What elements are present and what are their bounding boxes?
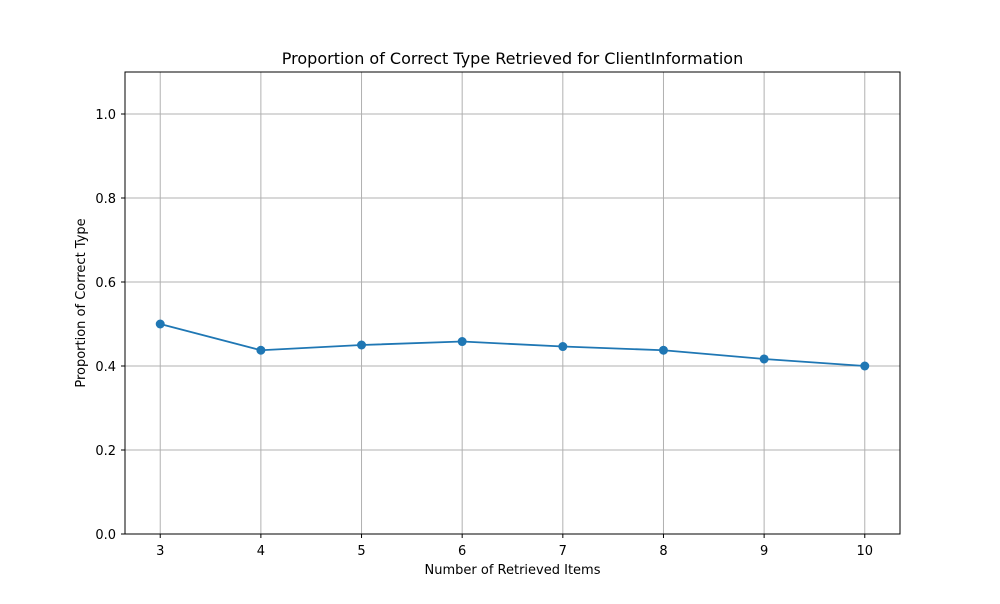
series-line xyxy=(159,323,866,367)
series-layer xyxy=(155,319,870,371)
x-tick-label: 4 xyxy=(257,544,265,559)
y-tick-label: 0.4 xyxy=(95,360,116,375)
x-tick-label: 6 xyxy=(458,544,466,559)
data-point xyxy=(256,345,266,355)
y-axis-ticks: 0.0 0.2 0.4 0.6 0.8 1.0 xyxy=(95,108,125,543)
data-point xyxy=(457,337,467,347)
data-point xyxy=(558,342,568,352)
plot-frame xyxy=(124,71,901,535)
y-tick-label: 0.6 xyxy=(95,276,116,291)
data-point xyxy=(357,340,367,350)
y-tick-label: 1.0 xyxy=(95,108,116,123)
data-point xyxy=(658,345,668,355)
chart-title: Proportion of Correct Type Retrieved for… xyxy=(282,49,743,68)
x-tick-label: 8 xyxy=(659,544,667,559)
x-tick-label: 5 xyxy=(357,544,365,559)
y-tick-label: 0.2 xyxy=(95,444,116,459)
y-axis-label: Proportion of Correct Type xyxy=(74,218,89,387)
x-tick-label: 9 xyxy=(760,544,768,559)
x-tick-label: 3 xyxy=(156,544,164,559)
data-point xyxy=(860,361,870,371)
y-tick-label: 0.0 xyxy=(95,528,116,543)
vertical-gridlines xyxy=(159,72,866,534)
x-axis-ticks: 3 4 5 6 7 8 9 10 xyxy=(156,534,873,559)
plot-area-background xyxy=(125,72,900,534)
x-tick-label: 10 xyxy=(856,544,873,559)
x-axis-label: Number of Retrieved Items xyxy=(425,563,601,578)
data-point xyxy=(155,319,165,329)
x-tick-label: 7 xyxy=(559,544,567,559)
y-tick-label: 0.8 xyxy=(95,192,116,207)
data-point xyxy=(759,354,769,364)
